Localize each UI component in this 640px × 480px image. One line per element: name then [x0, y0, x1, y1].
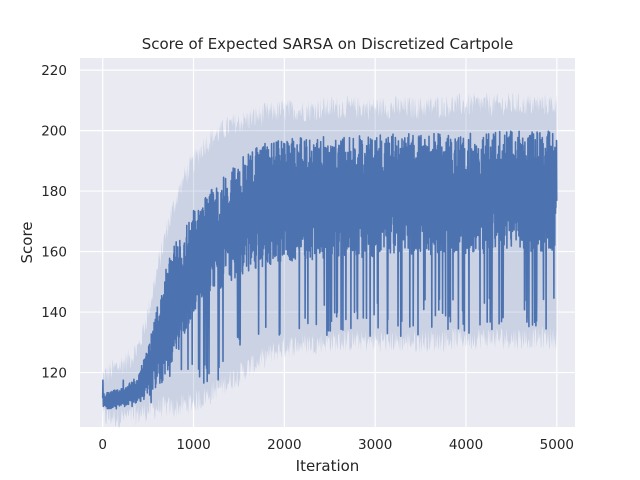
- x-axis-ticks: 0 1000 2000 3000 4000 5000: [98, 437, 574, 453]
- x-tick-label: 1000: [176, 437, 210, 453]
- y-axis-ticks: 120 140 160 180 200 220: [41, 63, 67, 381]
- score-series: [101, 130, 558, 410]
- x-tick-label: 3000: [358, 437, 392, 453]
- y-tick-label: 200: [41, 124, 67, 140]
- chart-title: Score of Expected SARSA on Discretized C…: [142, 35, 514, 53]
- y-tick-label: 180: [41, 184, 67, 200]
- y-tick-label: 120: [41, 366, 67, 382]
- x-tick-label: 2000: [267, 437, 301, 453]
- y-tick-label: 220: [41, 63, 67, 79]
- x-axis-label: Iteration: [296, 457, 360, 475]
- score-line: [101, 130, 558, 410]
- x-tick-label: 5000: [540, 437, 574, 453]
- y-tick-label: 160: [41, 245, 67, 261]
- y-tick-label: 140: [41, 305, 67, 321]
- x-tick-label: 0: [98, 437, 107, 453]
- y-axis-label: Score: [18, 221, 36, 263]
- x-tick-label: 4000: [449, 437, 483, 453]
